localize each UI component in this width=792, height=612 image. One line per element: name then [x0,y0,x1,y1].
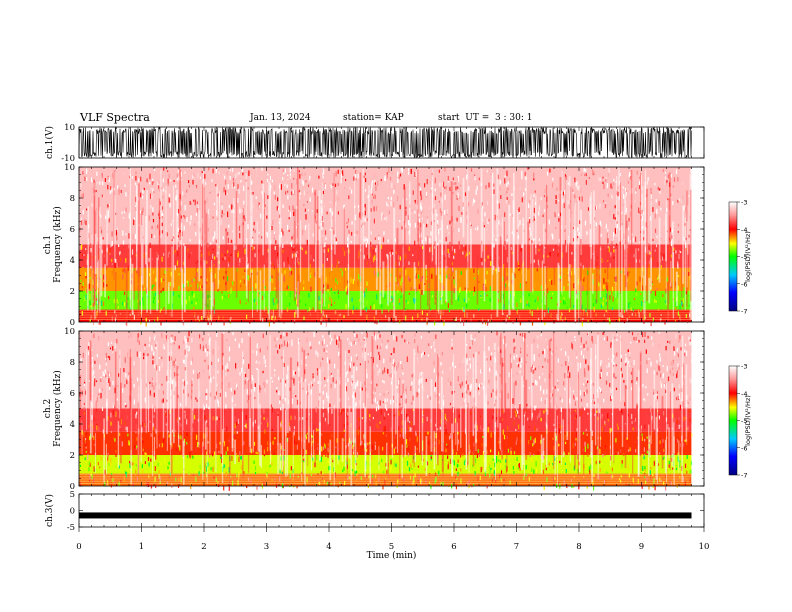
ch2-colorbar [728,365,738,476]
ch1-spectrogram-band-1 [79,291,692,310]
ch2-spectrogram-band-4 [79,331,692,409]
x-tick-label: 8 [576,542,581,552]
ch2-spectrogram-panel [79,331,693,492]
ch1-waveform-ylabel: ch.1(V) [44,126,55,159]
ch1-spectrogram-ylabel: Frequency (kHz) [52,206,63,283]
x-tick-label: 2 [201,542,206,552]
ch2-colorbar-tick: -4 [741,390,747,398]
ch2-spectrogram-ytick-label: 8 [70,358,75,368]
x-tick-label: 10 [699,542,710,552]
ch3-waveform-ytick-label: -5 [67,523,75,533]
ch1-colorbar-tick: -3 [741,199,747,207]
ch1-spectrogram-striations [87,167,692,323]
colorbars: -3 -4 -5 -6 -7 log(PSD)(V²/Hz) -3 -4 -5 -6 -7 log(P… [728,199,752,480]
ch2-spectrogram-ytick-label: 6 [70,389,75,399]
ch1-spectrogram-ytick-label: 4 [70,256,75,266]
ch2-spectrogram-ylabel: Frequency (kHz) [52,370,63,447]
ch1-waveform-ytick-label: -10 [61,154,75,164]
start-ut-label: start UT = 3 : 30: 1 [438,113,533,123]
x-tick-label: 0 [76,542,81,552]
x-tick-label: 1 [139,542,144,552]
ch2-spectrogram-ytick-label: 2 [70,451,75,461]
ch2-spectrogram-ytick-label: 10 [64,327,75,337]
x-tick-label: 3 [264,542,269,552]
ch1-spectrogram-ytick-label: 2 [70,287,75,297]
ch1-spectrogram-ytick-label: 6 [70,225,75,235]
ch3-waveform-trace [79,512,692,519]
x-tick-label: 7 [514,542,519,552]
ch3-waveform-ytick-label: 5 [70,490,75,500]
x-tick-label: 9 [639,542,644,552]
ch3-waveform-ytick-label: 0 [70,507,75,517]
ch1-waveform-ytick-label: 10 [64,123,75,133]
chart-title: VLF Spectra [80,111,150,124]
ch1-colorbar-tick: -6 [741,280,747,288]
x-tick-label: 4 [326,542,331,552]
x-tick-label: 6 [451,542,456,552]
ch1-spectrogram-ylabel: ch.1 [43,235,53,254]
ch2-spectrogram-speckle [79,331,693,492]
ch2-colorbar-tick: -7 [741,472,747,480]
ch2-spectrogram-striations [80,332,693,486]
ch1-colorbar-tick: -4 [741,226,747,234]
ch2-colorbar-tick: -6 [741,444,747,452]
ch1-colorbar-tick: -5 [741,253,747,261]
ch1-waveform-panel [78,126,692,159]
ch1-spectrogram-ytick-label: 0 [70,318,75,328]
ch3-waveform-panel [79,512,692,519]
x-axis-label: Time (min) [367,550,417,561]
ch2-spectrogram-ylabel: ch.2 [43,399,53,418]
ch1-spectrogram-panel [79,167,693,327]
ch2-spectrogram-ytick-label: 0 [70,482,75,492]
ch2-spectrogram-ytick-label: 4 [70,420,75,430]
ch1-spectrogram-ytick-label: 8 [70,194,75,204]
ch1-colorbar [728,201,738,312]
ch1-colorbar-tick: -7 [741,308,747,316]
ch2-colorbar-label: log(PSD)(V²/Hz) [744,395,752,446]
x-tick-label: 5 [389,542,394,552]
ch3-waveform-frame [78,493,705,528]
ch1-colorbar-label: log(PSD)(V²/Hz) [744,231,752,282]
date-label: Jan. 13, 2024 [250,113,311,123]
ch1-spectrogram-ytick-label: 10 [64,163,75,173]
ch3-waveform-ylabel: ch.3(V) [44,494,55,527]
ch2-colorbar-tick: -5 [741,417,747,425]
ch2-colorbar-tick: -3 [741,363,747,371]
ch1-waveform-trace [78,126,692,159]
station-label: station= KAP [343,113,404,123]
